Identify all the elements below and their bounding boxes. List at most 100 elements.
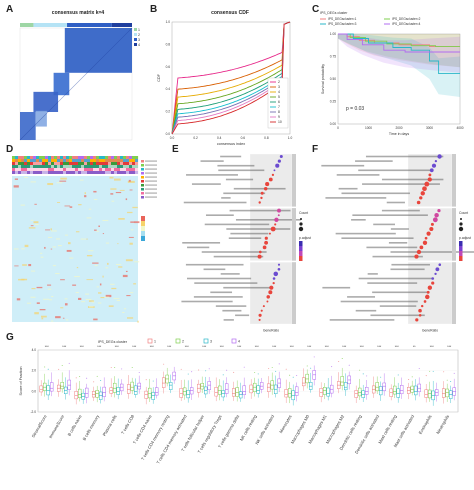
annotation-cell [120,165,124,168]
heatmap-cell [111,287,117,290]
e-term-label [201,251,267,253]
annotation-cell [123,165,127,168]
survival-legend-label-1: IPS_DEGscluster=1 [328,17,357,21]
heatmap-cell [41,317,44,320]
annotation-cell [60,171,64,174]
annotation-cell [45,168,49,171]
expression-heatmap [12,156,157,323]
f-dot [420,304,424,308]
annotation-cell [96,162,100,165]
annotation-cell [126,168,130,171]
annotation-cell [24,159,28,162]
annotation-cell [42,168,46,171]
boxplot-box [302,377,306,387]
f-dot [418,313,422,317]
heatmap-cell [91,301,95,303]
heatmap-legend-text-line [145,172,157,174]
cdf-ylabel: CDF [157,73,161,81]
heatmap-cell [92,262,99,264]
boxplot-outlier [306,365,308,367]
boxplot-significance: *** [132,345,137,349]
annotation-cell [108,171,112,174]
annotation-cell [15,159,19,162]
heatmap-cell [78,204,82,206]
annotation-cell [78,165,82,168]
e-dot [265,182,270,187]
heatmap-cell [62,317,65,319]
cdf-legend-label-3: 3 [278,85,280,89]
heatmap-legend-text-line [145,196,157,198]
heatmap-cell [125,270,128,273]
heatmap-cell [13,248,19,250]
annotation-cell [57,171,61,174]
legend-label-3: 3 [138,38,140,42]
annotation-cell [114,165,118,168]
annotation-cell [111,168,115,171]
heatmap-cell [137,320,139,323]
annotation-cell [111,162,115,165]
annotation-cell [96,168,100,171]
heatmap-cell [26,302,32,304]
e-term-label [217,164,255,167]
f-term-label [386,201,405,204]
boxplot-outlier [131,367,133,368]
boxplot-outlier [226,369,228,371]
boxplot-box [169,382,173,390]
f-legend-scale-2 [459,251,463,256]
annotation-cell [66,165,70,168]
annotation-cell [12,168,16,171]
heatmap-cell [30,225,34,227]
annotation-cell [93,159,97,162]
annotation-cell [123,171,127,174]
heatmap-cell [39,309,46,311]
e-term-label [204,223,270,226]
boxplot-box [295,386,299,396]
heatmap-cell [57,245,62,247]
boxplot-outlier [61,364,63,366]
boxplot-outlier [222,374,224,376]
enrichment-dotplot-e: GeneRatio Count p.adjust [181,153,311,333]
e-dot [273,169,276,172]
e-dot [266,295,270,299]
cluster-bar-1 [33,23,68,27]
annotation-cell [12,159,16,162]
boxplot-significance: *** [395,345,400,349]
heatmap-cell [60,279,65,281]
boxplot-ytick: -2.0 [31,410,37,414]
annotation-cell [93,171,97,174]
annotation-cell [120,168,124,171]
cdf-line-5 [171,21,291,135]
annotation-cell [75,162,79,165]
heatmap-cell [86,238,88,240]
heatmap-cell [114,178,121,181]
e-dot [258,313,262,317]
heatmap-cell [14,265,19,267]
heatmap-cell [34,203,37,205]
annotation-cell [51,156,55,159]
e-term-label [193,296,243,298]
annotation-cell [54,171,58,174]
annotation-cell [45,171,49,174]
cdf-legend-label-10: 10 [278,120,282,124]
heatmap-cell [94,265,98,267]
e-legend-size-0 [300,218,302,220]
boxplot-outlier [191,371,193,373]
heatmap-cell [129,189,133,191]
boxplot-box [249,384,253,394]
e-dot [273,271,279,277]
annotation-cell [51,171,55,174]
boxplot-outlier [331,366,333,368]
cluster-bar-3 [111,23,132,27]
boxplot-box [95,390,99,398]
annotation-cell [42,156,46,159]
heatmap-legend-text-line [145,168,157,170]
heatmap-cell [47,288,52,290]
annotation-cell [48,168,52,171]
boxplot-outlier [425,375,427,377]
cdf-xtick: 0.6 [241,136,246,140]
annotation-cell [90,168,94,171]
annotation-cell [48,171,52,174]
boxplot-significance: *** [185,345,190,349]
boxplot-box [207,381,211,390]
boxplot-ytick: 4.0 [32,348,37,352]
